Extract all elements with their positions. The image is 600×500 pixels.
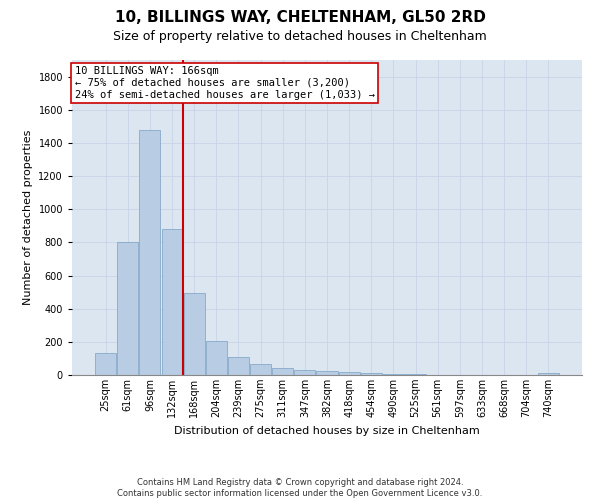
Text: 10 BILLINGS WAY: 166sqm
← 75% of detached houses are smaller (3,200)
24% of semi: 10 BILLINGS WAY: 166sqm ← 75% of detache… xyxy=(74,66,374,100)
Text: 10, BILLINGS WAY, CHELTENHAM, GL50 2RD: 10, BILLINGS WAY, CHELTENHAM, GL50 2RD xyxy=(115,10,485,25)
Bar xyxy=(250,364,271,375)
Bar xyxy=(161,229,182,375)
Bar xyxy=(272,368,293,375)
Bar xyxy=(338,372,359,375)
Bar xyxy=(383,374,404,375)
Text: Size of property relative to detached houses in Cheltenham: Size of property relative to detached ho… xyxy=(113,30,487,43)
Bar xyxy=(95,354,116,375)
Text: Contains HM Land Registry data © Crown copyright and database right 2024.
Contai: Contains HM Land Registry data © Crown c… xyxy=(118,478,482,498)
Bar xyxy=(538,374,559,375)
Bar xyxy=(361,372,382,375)
Bar xyxy=(184,293,205,375)
Bar xyxy=(139,130,160,375)
Bar xyxy=(206,341,227,375)
X-axis label: Distribution of detached houses by size in Cheltenham: Distribution of detached houses by size … xyxy=(174,426,480,436)
Bar xyxy=(405,374,426,375)
Bar xyxy=(316,372,338,375)
Y-axis label: Number of detached properties: Number of detached properties xyxy=(23,130,33,305)
Bar xyxy=(118,242,139,375)
Bar xyxy=(228,357,249,375)
Bar xyxy=(295,370,316,375)
